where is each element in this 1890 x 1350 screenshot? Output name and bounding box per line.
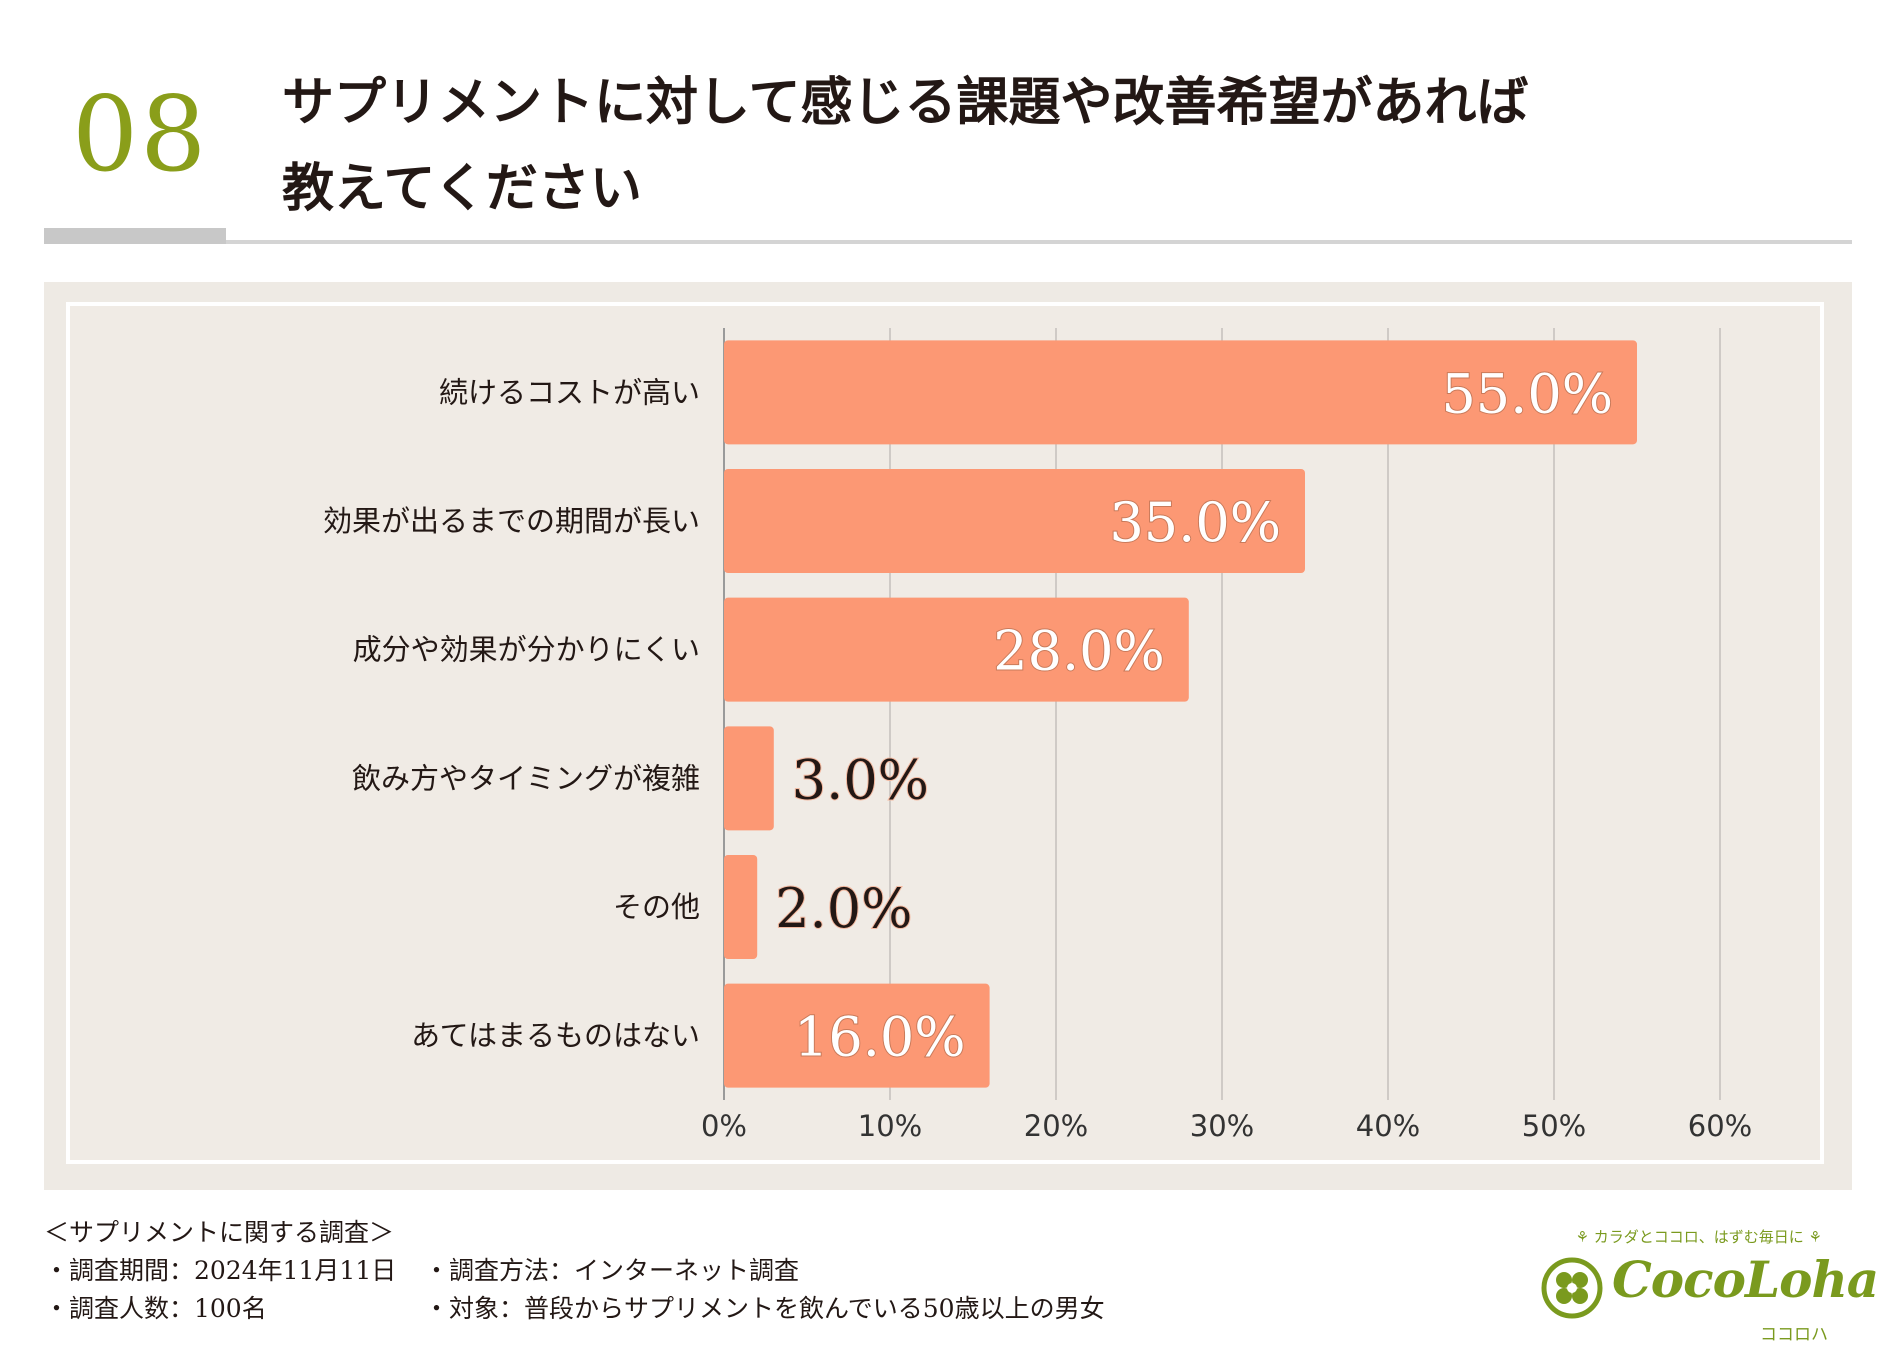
category-label: あてはまるものはない <box>411 1019 700 1053</box>
data-label: 55.0% <box>1441 362 1613 425</box>
brand-logo: ⚘ カラダとココロ、はずむ毎日に ⚘ CocoLoha ココロハ <box>1540 1226 1879 1346</box>
data-label: 35.0% <box>1109 491 1281 554</box>
clover-logo-icon <box>1541 1257 1603 1319</box>
brand-wordmark: CocoLoha <box>1612 1250 1879 1309</box>
survey-method: ・調査方法：インターネット調査 <box>424 1256 800 1285</box>
bar <box>724 597 1189 702</box>
header-divider <box>44 240 1852 244</box>
data-label: 3.0% <box>792 748 929 811</box>
survey-title: ＜サプリメントに関する調査＞ <box>44 1218 395 1247</box>
bar <box>724 340 1637 445</box>
x-tick-label: 40% <box>1356 1109 1420 1143</box>
page-title: サプリメントに対して感じる課題や改善希望があれば 教えてください <box>282 60 1802 232</box>
category-label: 効果が出るまでの期間が長い <box>323 504 700 538</box>
survey-info: ＜サプリメントに関する調査＞ ・調査期間：2024年11月11日 ・調査方法：イ… <box>44 1214 1194 1344</box>
survey-period: ・調査期間：2024年11月11日 <box>44 1256 397 1285</box>
data-label: 16.0% <box>794 1006 966 1069</box>
data-label: 28.0% <box>993 620 1165 683</box>
x-tick-label: 60% <box>1688 1109 1752 1143</box>
title-line-1: サプリメントに対して感じる課題や改善希望があれば <box>282 73 1529 133</box>
bar <box>724 726 774 831</box>
bar-chart: 0% 10% 20% 30% 40% 50% 60% 続けるコストが高い 55.0% 効果が出るま… <box>323 328 1752 1143</box>
x-tick-label: 50% <box>1522 1109 1586 1143</box>
survey-count: ・調査人数：100名 <box>44 1294 267 1323</box>
question-number: 08 <box>72 73 209 195</box>
x-tick-label: 20% <box>1024 1109 1088 1143</box>
category-label: 飲み方やタイミングが複雑 <box>352 761 700 795</box>
bar <box>724 469 1305 573</box>
brand-tagline: ⚘ カラダとココロ、はずむ毎日に ⚘ <box>1575 1228 1822 1246</box>
category-label: 成分や効果が分かりにくい <box>353 633 700 667</box>
x-tick-label: 10% <box>858 1109 922 1143</box>
x-tick-label: 0% <box>701 1109 747 1143</box>
bar <box>724 983 990 1088</box>
header-accent-bar <box>44 228 226 244</box>
bar <box>724 855 758 959</box>
brand-kana: ココロハ <box>1760 1325 1828 1345</box>
title-line-2: 教えてください <box>282 159 642 219</box>
x-tick-label: 30% <box>1190 1109 1254 1143</box>
data-label: 2.0% <box>775 877 912 940</box>
category-label: 続けるコストが高い <box>439 375 700 409</box>
survey-target: ・対象：普段からサプリメントを飲んでいる50歳以上の男女 <box>424 1294 1105 1323</box>
category-label: その他 <box>613 890 700 924</box>
chart-panel: 0% 10% 20% 30% 40% 50% 60% 続けるコストが高い 55.0% 効果が出るま… <box>44 282 1852 1190</box>
